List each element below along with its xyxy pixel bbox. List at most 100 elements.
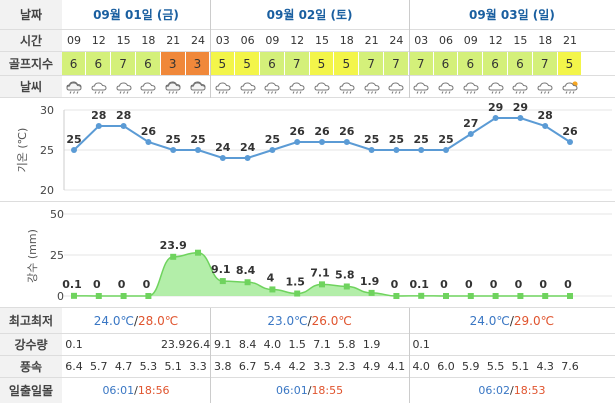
sun-cell-3: 06:02/18:53 [409, 378, 615, 403]
minmax-slash: / [307, 313, 312, 328]
time-cell: 09 [67, 34, 81, 47]
time-cell: 18 [141, 34, 156, 47]
minmax-cell-1: 24.0℃/28.0℃ [62, 308, 211, 333]
golf-index-cell: 6 [508, 52, 533, 75]
date-row: 09월 01일 (금) 09월 02일 (토) 09월 03일 (일) [62, 0, 615, 30]
rain-amount-cell [558, 334, 583, 355]
golf-index-cell: 5 [334, 52, 360, 75]
temp-data-label: 28 [116, 109, 131, 122]
cloud-rain-icon [409, 76, 434, 97]
wind-cell: 7.6 [561, 360, 579, 373]
minmax-row: 24.0℃/28.0℃ 23.0℃/26.0℃ 24.0℃/29.0℃ [62, 308, 615, 334]
rain-amount-cell: 9.1 [214, 338, 232, 351]
rain-data-label: 0.1 [62, 278, 82, 291]
temp-point [269, 147, 276, 153]
temp-data-label: 25 [265, 133, 280, 146]
rain-data-label: 0 [465, 278, 473, 291]
max-temp: 28.0℃ [138, 313, 179, 328]
sun-cloud-rain-icon [558, 76, 583, 97]
temp-data-label: 26 [314, 125, 330, 138]
temp-data-label: 26 [339, 125, 355, 138]
rain-data-label: 4 [267, 271, 275, 284]
sun-slash: / [510, 384, 514, 397]
wind-cell: 6.4 [65, 360, 83, 373]
day-divider [210, 0, 212, 98]
temp-point [567, 139, 573, 145]
sunset-time: 18:56 [137, 384, 170, 397]
rain-data-label: 7.1 [310, 266, 330, 279]
rain-amount-cell [458, 334, 483, 355]
rain-data-label: 9.1 [211, 263, 231, 276]
sun-cell-2: 06:01/18:55 [210, 378, 408, 403]
cloud-rain-icon [483, 76, 508, 97]
temp-data-label: 25 [364, 133, 379, 146]
golf-index-label: 골프지수 [0, 52, 62, 76]
rain-data-label: 0 [539, 278, 547, 291]
temp-point [170, 147, 177, 153]
temp-point [319, 139, 325, 145]
temp-data-label: 29 [513, 101, 528, 114]
golf-index-cell: 6 [260, 52, 285, 75]
sun-label: 일출일몰 [0, 378, 62, 403]
cloud-rain-icon [458, 76, 483, 97]
rain-amount-cell: 7.1 [313, 338, 331, 351]
rain-data-label: 0 [391, 278, 399, 291]
sun-slash: / [307, 384, 312, 397]
rain-point [294, 290, 301, 297]
temp-data-label: 25 [389, 133, 404, 146]
cloud-rain-icon [260, 76, 285, 97]
temperature-chart: 기온 (℃) 20 25 30 25 28 28 26 25 25 24 24 25 26 26 26 25 25… [0, 98, 615, 202]
golf-index-cell: 5 [210, 52, 236, 75]
time-cell: 06 [240, 34, 255, 47]
temp-point [294, 139, 301, 145]
temp-point [443, 147, 449, 153]
golf-index-cell: 3 [185, 52, 211, 75]
rain-amount-cell: 23.9 [160, 338, 186, 351]
golf-index-cell: 6 [458, 52, 484, 75]
date-cell-3: 09월 03일 (일) [468, 8, 555, 22]
rain-data-label: 0 [515, 278, 523, 291]
wind-cell: 3.3 [189, 360, 207, 373]
temp-point [95, 123, 102, 129]
golf-index-cell: 6 [136, 52, 161, 75]
time-cell: 15 [513, 34, 528, 47]
max-temp: 29.0℃ [513, 313, 555, 328]
rain-amount-cell [483, 334, 508, 355]
golf-index-cell: 3 [160, 52, 186, 75]
time-cell: 21 [562, 34, 577, 47]
rain-point [492, 293, 499, 299]
heavy-cloud-rain-icon [161, 76, 186, 97]
rain-tick-label: 0 [57, 290, 64, 303]
sun-cell-1: 06:01/18:56 [62, 378, 211, 403]
temp-data-label: 28 [91, 109, 106, 122]
temp-data-label: 26 [141, 125, 157, 138]
golf-index-cell: 7 [408, 52, 434, 75]
rain-point [120, 293, 127, 299]
temp-point [492, 115, 499, 121]
golf-index-cell: 5 [309, 52, 335, 75]
time-cell: 18 [538, 34, 553, 47]
rain-amount-cell: 0.1 [65, 338, 83, 351]
golf-index-cell: 5 [235, 52, 260, 75]
rain-point [145, 293, 152, 299]
temp-series-line [73, 117, 571, 159]
rain-amount-cell [533, 334, 558, 355]
temp-point [219, 155, 226, 161]
day-divider [408, 308, 410, 403]
cloud-rain-icon [86, 76, 111, 97]
temp-data-label: 26 [562, 125, 578, 138]
temp-point [517, 115, 524, 121]
rain-data-label: 1.5 [285, 276, 305, 289]
wind-cell: 5.7 [90, 360, 108, 373]
rain-amount-cell: 1.5 [288, 338, 306, 351]
golf-index-cell: 6 [61, 52, 87, 75]
temp-data-label: 26 [290, 125, 306, 138]
sunrise-time: 06:01 [276, 384, 308, 397]
wind-cell: 4.3 [536, 360, 554, 373]
temp-data-label: 25 [66, 133, 81, 146]
temp-data-label: 24 [215, 141, 231, 154]
wind-cell: 5.1 [164, 360, 182, 373]
time-cell: 03 [414, 34, 429, 47]
